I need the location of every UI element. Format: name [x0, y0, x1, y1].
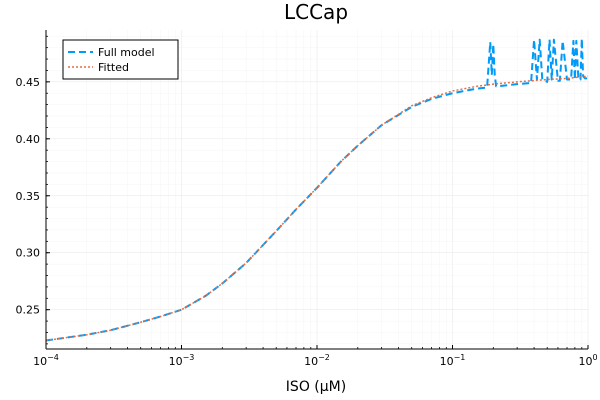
axes [45, 30, 589, 350]
y-tick-label: 0.35 [16, 190, 41, 203]
x-tick-label: 100 [578, 353, 597, 368]
y-tick-label: 0.40 [16, 133, 41, 146]
legend-entry-label: Full model [98, 46, 155, 59]
y-tick-label: 0.30 [16, 247, 41, 260]
chart-title: LCCap [284, 0, 348, 24]
y-tick-label: 0.25 [16, 304, 41, 317]
series-line-full-model [45, 37, 588, 342]
x-tick-label: 10−4 [33, 353, 59, 368]
y-tick-label: 0.45 [16, 76, 41, 89]
series-group [45, 37, 589, 342]
x-axis-label: ISO (μM) [286, 379, 346, 395]
legend-box [62, 39, 179, 80]
legend-entry-label: Fitted [98, 61, 129, 74]
legend: Full model Fitted [62, 39, 179, 80]
x-tick-label: 10−3 [169, 353, 195, 368]
grid [45, 30, 589, 349]
tick-labels: 0.25 0.30 0.35 0.40 0.45 10−4 10−3 10−2 10−1 100 [16, 76, 598, 368]
x-tick-label: 10−2 [304, 353, 330, 368]
series-line-fitted [45, 75, 589, 342]
x-tick-label: 10−1 [440, 353, 466, 368]
